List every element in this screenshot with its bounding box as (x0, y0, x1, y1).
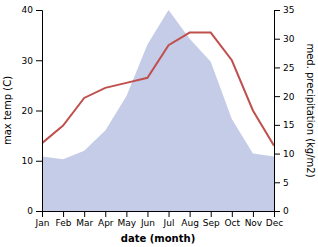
tick: Dec (266, 211, 283, 228)
area (42, 10, 274, 211)
tick: Jan (35, 211, 50, 228)
tick-label: 25 (283, 63, 294, 73)
tick-label: 30 (283, 34, 295, 44)
tick: 0 (27, 206, 42, 216)
tick-label: 30 (22, 56, 34, 66)
tick-mark (232, 211, 233, 217)
tick-label: 40 (22, 5, 34, 15)
x-axis: Jan Feb Mar Apr MayJun Jul Aug Sep Oct NovDec (35, 211, 284, 228)
tick-label: Oct (225, 218, 241, 228)
tick-label: 20 (283, 92, 295, 102)
tick-label: Nov (245, 218, 263, 228)
tick-label: Feb (56, 218, 72, 228)
tick-label: 5 (283, 178, 289, 188)
axis-line (43, 212, 275, 218)
tick-mark (253, 211, 254, 217)
axis-line (36, 11, 43, 212)
tick-mark (274, 39, 280, 40)
tick: Mar (76, 211, 93, 228)
chart: JanFebMarAprMayJunJulAugSepOctNovDec0102… (0, 0, 318, 247)
tick: Aug (181, 211, 199, 228)
tick-label: Jul (163, 218, 175, 228)
tick: 25 (274, 63, 294, 73)
tick: Apr (98, 211, 114, 228)
tick: 10 (274, 149, 295, 159)
tick: 20 (274, 92, 295, 102)
tick: 35 (274, 5, 294, 15)
axis-line (275, 11, 281, 212)
tick: Jun (140, 211, 155, 228)
line (42, 33, 274, 146)
tick: 5 (274, 178, 289, 188)
tick-label: 35 (283, 5, 294, 15)
tick-mark (190, 211, 191, 217)
tick-label: 10 (22, 156, 34, 166)
tick-mark (274, 125, 280, 126)
tick-mark (84, 211, 85, 217)
x-axis-title: date (month) (121, 233, 195, 244)
tick-mark (36, 161, 42, 162)
marks (42, 10, 274, 211)
tick-label: May (118, 218, 137, 228)
y2-axis-title: med. precipitation (kg/m2) (305, 43, 316, 177)
tick: Oct (225, 211, 241, 228)
tick-label: 0 (283, 206, 289, 216)
tick-mark (274, 96, 280, 97)
tick: May (118, 211, 137, 228)
y2-axis: 0 5 10 15 20 25 30 35 (274, 5, 295, 216)
tick-mark (36, 111, 42, 112)
tick-mark (274, 67, 280, 68)
tick-label: Jan (35, 218, 50, 228)
tick: 10 (22, 156, 42, 166)
tick-label: 15 (283, 120, 294, 130)
tick-mark (169, 211, 170, 217)
tick-label: Jun (140, 218, 155, 228)
tick-label: Dec (266, 218, 283, 228)
y-axis-title: max temp (C) (2, 76, 13, 145)
tick-mark (147, 211, 148, 217)
tick: Nov (245, 211, 263, 228)
plot-area: JanFebMarAprMayJunJulAugSepOctNovDec0102… (22, 5, 295, 228)
tick: Jul (163, 211, 175, 228)
tick-mark (126, 211, 127, 217)
tick: 15 (274, 120, 294, 130)
tick: 40 (22, 5, 42, 15)
tick-label: Apr (98, 218, 114, 228)
tick-mark (274, 211, 280, 212)
tick-mark (211, 211, 212, 217)
tick: 30 (274, 34, 295, 44)
tick-mark (36, 60, 42, 61)
tick-label: Aug (181, 218, 199, 228)
tick-label: Mar (76, 218, 93, 228)
tick-mark (36, 211, 42, 212)
tick-mark (63, 211, 64, 217)
tick-label: 10 (283, 149, 295, 159)
tick: 20 (22, 106, 42, 116)
tick: 0 (274, 206, 289, 216)
y-axis: 0 10 20 30 40 (22, 5, 43, 216)
tick: 30 (22, 56, 42, 66)
tick-mark (274, 10, 280, 11)
tick: Feb (56, 211, 72, 228)
tick-label: Sep (203, 218, 220, 228)
tick-mark (105, 211, 106, 217)
tick-mark (274, 182, 280, 183)
tick: Sep (203, 211, 220, 228)
tick-mark (36, 10, 42, 11)
tick-mark (274, 154, 280, 155)
tick-label: 20 (22, 106, 34, 116)
tick-label: 0 (27, 206, 33, 216)
